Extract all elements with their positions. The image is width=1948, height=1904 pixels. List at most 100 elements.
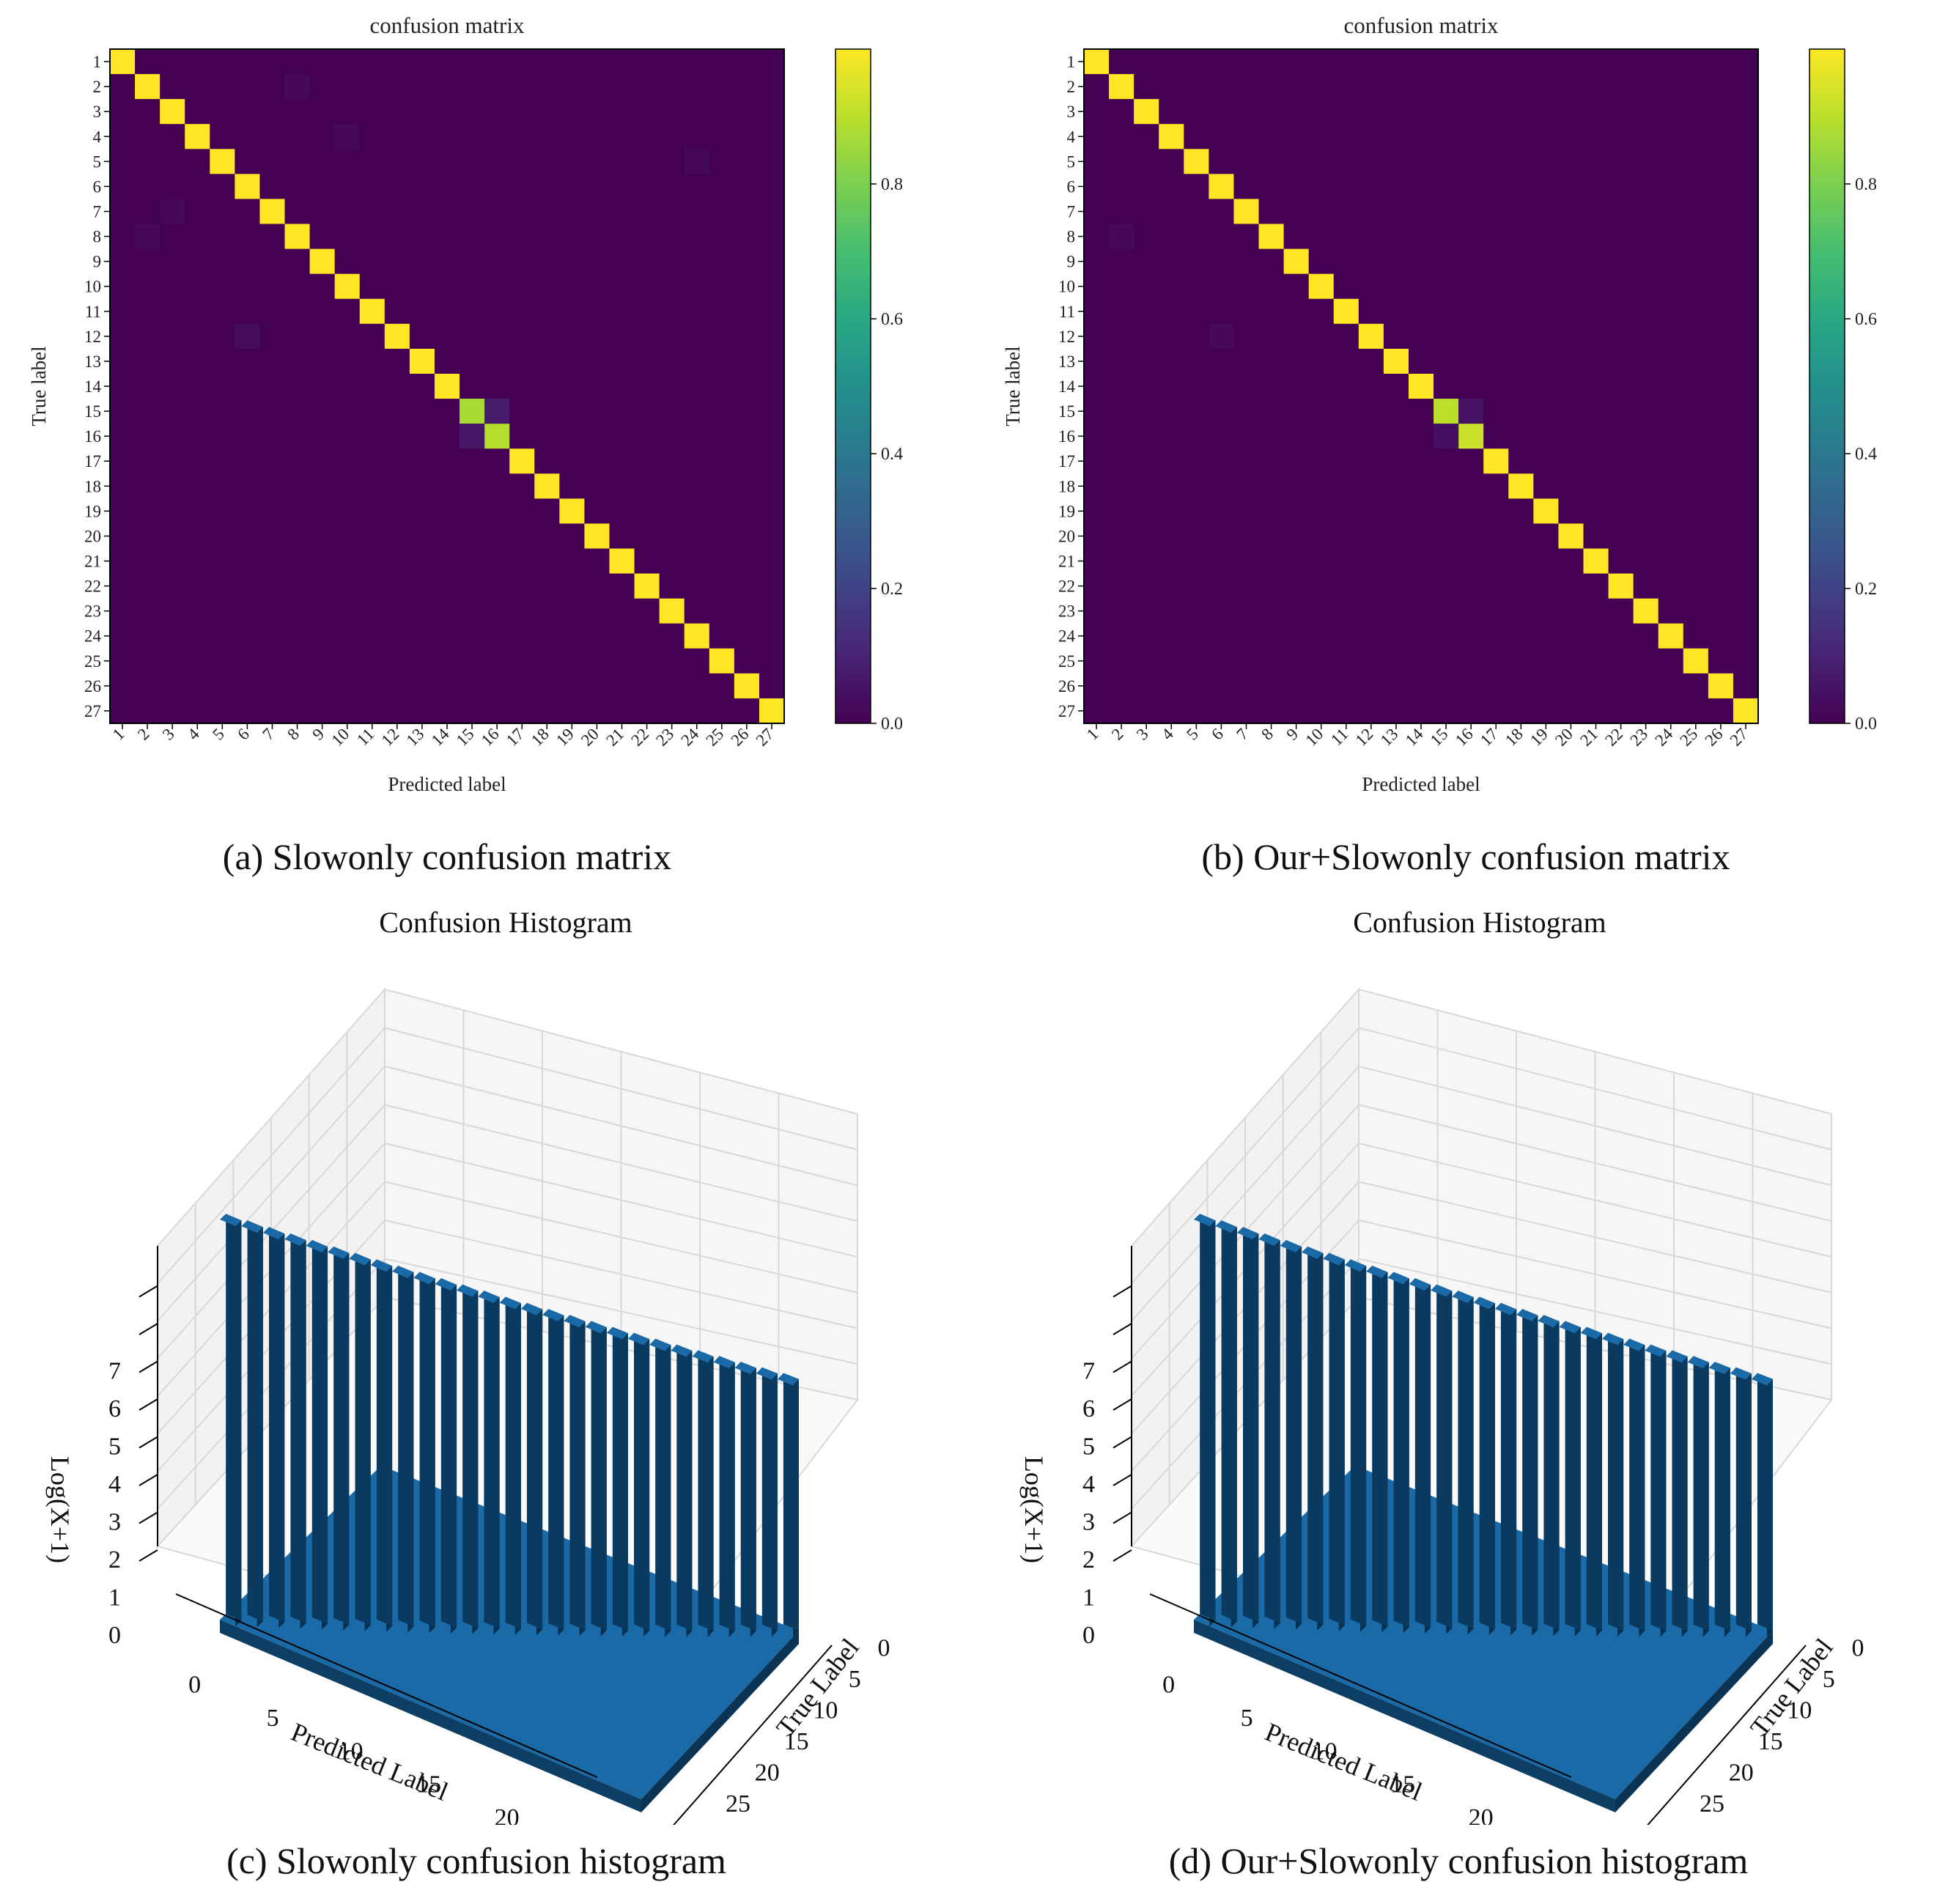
heatmap-cell — [634, 598, 660, 624]
colorbar-tick-label: 0.6 — [1855, 310, 1877, 329]
heatmap-cell — [509, 124, 535, 150]
heatmap-cell — [484, 99, 510, 125]
diagonal-bar-top — [1194, 1214, 1216, 1227]
x-tick-label: 9 — [1283, 725, 1302, 744]
diagonal-bar-side — [655, 1338, 671, 1631]
heatmap-cell — [1308, 473, 1335, 499]
heatmap-cell — [559, 248, 585, 275]
heatmap-cell — [609, 373, 635, 399]
heatmap-cell — [1084, 273, 1110, 300]
y-tick-label: 3 — [1067, 103, 1076, 121]
heatmap-cell — [259, 224, 286, 250]
heatmap-cell — [634, 348, 660, 374]
heatmap-cell — [1583, 74, 1609, 100]
y-tick-label: 8 — [93, 228, 102, 246]
heatmap-cell — [409, 548, 435, 575]
x-tick-label: 14 — [428, 725, 453, 750]
heatmap-cell — [1358, 199, 1384, 225]
heatmap-cell — [259, 273, 286, 300]
heatmap-cell — [284, 298, 311, 325]
x-tick-label: 17 — [1477, 725, 1502, 750]
y-tick-label: 7 — [1067, 202, 1076, 221]
heatmap-cell — [1308, 199, 1335, 225]
heatmap-cell — [135, 548, 161, 575]
heatmap-cell — [135, 49, 161, 75]
heatmap-cell — [1533, 224, 1559, 250]
heatmap-cell — [409, 399, 435, 424]
heatmap-cell — [460, 224, 485, 250]
x-tick-label: 5 — [209, 725, 228, 744]
heatmap-cell — [1333, 273, 1359, 300]
heatmap-cell — [1583, 623, 1609, 649]
heatmap-cell — [584, 473, 610, 499]
heatmap-cell — [1333, 174, 1359, 199]
heatmap-cell — [1683, 498, 1709, 524]
heatmap-cell — [609, 323, 635, 350]
heatmap-cell — [1134, 523, 1159, 549]
heatmap-cell — [1134, 74, 1159, 100]
heatmap-cell — [1333, 424, 1359, 449]
heatmap-cell — [1283, 199, 1310, 225]
heatmap-cell — [409, 473, 435, 499]
heatmap-cell — [734, 473, 760, 499]
heatmap-cell — [135, 273, 161, 300]
heatmap-cell — [135, 399, 161, 424]
heatmap-cell — [1708, 573, 1734, 599]
bar-floor-side — [1194, 1620, 1615, 1812]
heatmap-cell — [534, 49, 560, 75]
heatmap-cell — [1508, 199, 1534, 225]
heatmap-cell — [484, 648, 510, 674]
heatmap-cell — [584, 348, 610, 374]
heatmap-cell — [1109, 248, 1135, 275]
y-tick-label: 4 — [1067, 128, 1076, 146]
heatmap-cell-diagonal — [1258, 224, 1285, 250]
diagonal-bar-side — [719, 1356, 735, 1631]
heatmap-cell — [1233, 124, 1260, 150]
heatmap-cell — [1708, 74, 1734, 100]
bar-floor-side — [641, 1631, 799, 1812]
confusion-matrix-b: confusion matrix112233445566778899101011… — [1002, 12, 1877, 795]
grid-line — [1358, 1027, 1832, 1151]
heatmap-cell — [284, 323, 311, 350]
diagonal-bar-side — [1458, 1291, 1474, 1629]
heatmap-cell — [235, 498, 260, 524]
heatmap-cell — [1458, 99, 1484, 125]
x-axis-label: Predicted label — [1362, 773, 1480, 795]
diagonal-bar-side — [1221, 1220, 1237, 1622]
heatmap-cell — [684, 323, 710, 350]
heatmap-cell — [709, 298, 735, 325]
diagonal-bar-top — [1601, 1332, 1624, 1346]
heatmap-cell — [334, 473, 361, 499]
heatmap-cell — [1159, 573, 1184, 599]
x-tick-label: 22 — [627, 725, 652, 750]
heatmap-cell — [160, 473, 185, 499]
diagonal-bar-top — [564, 1315, 586, 1328]
colorbar-tick-label: 0.2 — [881, 580, 903, 599]
heatmap-cell — [1683, 99, 1709, 125]
heatmap-cell-diagonal — [334, 273, 361, 300]
z-tick-label: 4 — [1082, 1471, 1095, 1498]
heatmap-cell — [1109, 273, 1135, 300]
heatmap-cell — [484, 673, 510, 699]
heatmap-cell — [259, 74, 286, 100]
heatmap-cell — [534, 573, 560, 599]
heatmap-cell — [1233, 523, 1260, 549]
heatmap-cell — [1533, 673, 1559, 699]
heatmap-cell — [1159, 199, 1184, 225]
diagonal-bar-top — [1452, 1291, 1474, 1303]
heatmap-cell — [284, 99, 311, 125]
heatmap-cell — [1209, 199, 1234, 225]
diagonal-bar-side — [612, 1326, 628, 1631]
heatmap-cell — [734, 74, 760, 100]
heatmap-cell — [484, 49, 510, 75]
diagonal-bar-top — [1473, 1296, 1495, 1310]
y-tick-label: 10 — [1787, 1697, 1812, 1724]
heatmap-cell — [734, 373, 760, 399]
heatmap-cell — [334, 648, 361, 674]
heatmap-cell — [259, 323, 286, 350]
x-tick-label: 7 — [259, 725, 278, 744]
heatmap-cell — [1333, 99, 1359, 125]
heatmap-cell — [1358, 424, 1384, 449]
heatmap-cell — [1458, 224, 1484, 250]
heatmap-cell — [709, 498, 735, 524]
